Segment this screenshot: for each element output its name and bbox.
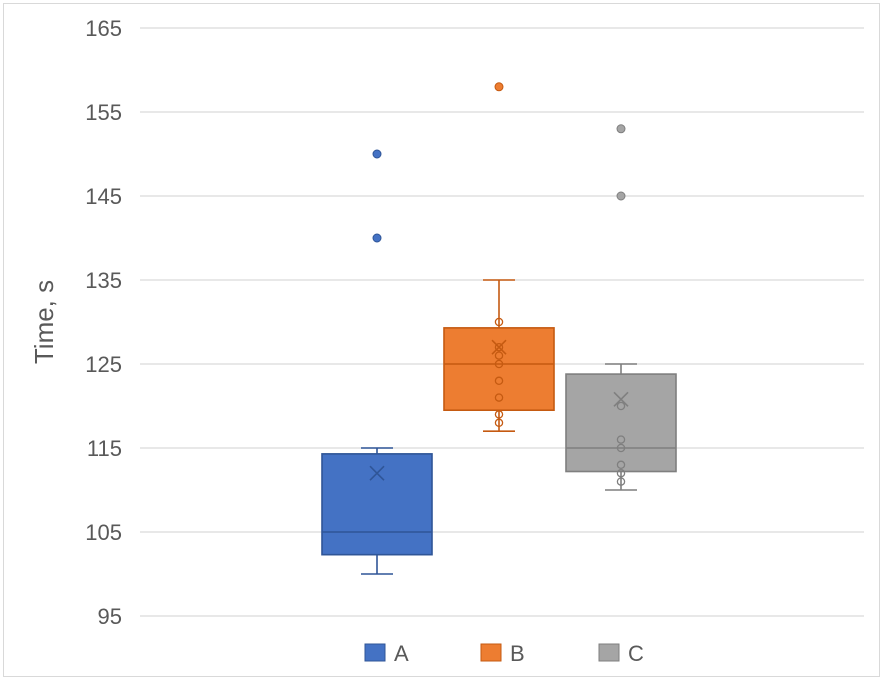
box-iqr xyxy=(443,327,555,412)
outlier-point xyxy=(616,124,626,134)
inner-point xyxy=(494,351,504,360)
legend-label-a: A xyxy=(394,641,409,666)
inner-point xyxy=(494,359,504,369)
inner-point xyxy=(616,401,626,411)
inner-point xyxy=(494,418,504,428)
outlier-point xyxy=(372,149,382,159)
box-iqr xyxy=(565,373,677,473)
inner-point xyxy=(494,410,504,419)
chart-frame xyxy=(3,3,880,677)
legend-swatch-b xyxy=(480,643,502,662)
mean-marker xyxy=(613,391,629,407)
box-series-a xyxy=(321,149,433,575)
outlier-point xyxy=(372,233,382,243)
inner-point xyxy=(494,342,504,352)
y-tick-label: 145 xyxy=(85,184,122,209)
inner-point xyxy=(616,460,626,470)
legend-swatch-c xyxy=(598,643,620,662)
y-axis-ticks: 95 105 115 125 135 145 155 165 xyxy=(85,16,122,629)
legend-label-c: C xyxy=(628,641,644,666)
box-iqr xyxy=(321,453,433,556)
y-tick-label: 165 xyxy=(85,16,122,41)
inner-point xyxy=(494,393,504,402)
plot-area xyxy=(321,82,677,575)
y-tick-label: 105 xyxy=(85,520,122,545)
inner-point xyxy=(616,477,626,486)
box-series-b xyxy=(443,82,555,433)
inner-point xyxy=(616,443,626,453)
inner-point xyxy=(616,435,626,444)
inner-point xyxy=(616,468,626,478)
outlier-point xyxy=(616,191,626,201)
box-series-c xyxy=(565,124,677,491)
y-tick-label: 135 xyxy=(85,268,122,293)
legend-swatch-a xyxy=(364,643,386,662)
y-tick-label: 115 xyxy=(87,436,122,461)
y-axis-label: Time, s xyxy=(29,280,59,364)
mean-marker xyxy=(491,339,507,355)
inner-point xyxy=(494,317,504,327)
y-tick-label: 95 xyxy=(98,604,122,629)
outlier-point xyxy=(494,82,504,92)
y-tick-label: 155 xyxy=(85,100,122,125)
inner-point xyxy=(494,376,504,386)
legend: A B C xyxy=(364,641,644,666)
mean-marker xyxy=(369,465,385,481)
legend-label-b: B xyxy=(510,641,525,666)
y-tick-label: 125 xyxy=(85,352,122,377)
